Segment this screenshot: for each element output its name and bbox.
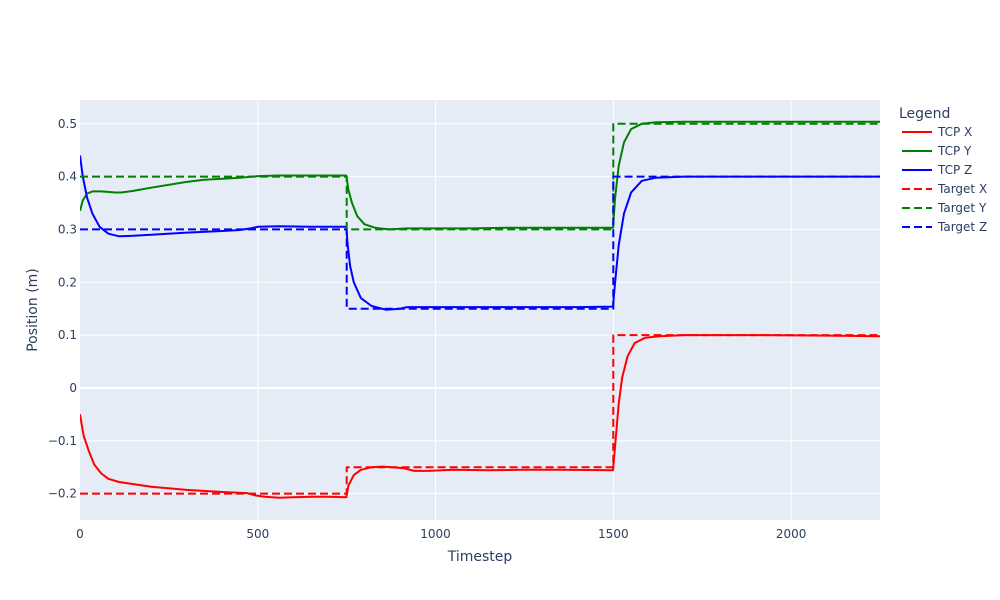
- legend-item[interactable]: TCP Z: [902, 163, 972, 177]
- x-tick-label: 2000: [776, 527, 807, 541]
- legend-item[interactable]: TCP Y: [902, 144, 972, 158]
- y-tick-label: 0: [69, 381, 77, 395]
- series-group: [80, 120, 880, 499]
- legend-label: Target X: [937, 182, 987, 196]
- y-tick-label: 0.1: [58, 328, 77, 342]
- y-axis-title: Position (m): [25, 268, 41, 352]
- legend-label: Target Y: [937, 201, 987, 215]
- legend-label: TCP X: [937, 125, 972, 139]
- series-line-tcp-x: [80, 334, 880, 499]
- x-tick-label: 1000: [420, 527, 451, 541]
- series-line-target-z: [80, 175, 880, 310]
- legend-item[interactable]: Target Z: [902, 220, 987, 234]
- tick-labels: 0 500 1000 1500 2000 −0.2 −0.1 0 0.1 0.2 0.3 0.4 0.5: [48, 117, 807, 541]
- y-tick-label: 0.4: [58, 170, 77, 184]
- legend-title: Legend: [899, 106, 950, 122]
- legend-item[interactable]: TCP X: [902, 125, 972, 139]
- legend-label: TCP Y: [937, 144, 972, 158]
- x-tick-label: 1500: [598, 527, 629, 541]
- x-tick-label: 500: [246, 527, 269, 541]
- x-axis-title: Timestep: [447, 549, 513, 565]
- series-line-tcp-y: [80, 120, 880, 231]
- series-line-target-y: [80, 122, 880, 231]
- legend-item[interactable]: Target X: [902, 182, 987, 196]
- y-tick-label: 0.3: [58, 222, 77, 236]
- y-tick-label: 0.2: [58, 275, 77, 289]
- series-line-target-x: [80, 334, 880, 495]
- y-tick-label: 0.5: [58, 117, 77, 131]
- legend-label: TCP Z: [937, 163, 972, 177]
- plot-background: [80, 100, 880, 520]
- legend-item[interactable]: Target Y: [902, 201, 987, 215]
- series-line-tcp-z: [80, 155, 880, 311]
- y-tick-label: −0.2: [48, 487, 77, 501]
- x-tick-label: 0: [76, 527, 84, 541]
- y-tick-label: −0.1: [48, 434, 77, 448]
- legend[interactable]: Legend TCP X TCP Y TCP Z Target X Target Y Ta…: [899, 106, 987, 234]
- legend-label: Target Z: [937, 220, 987, 234]
